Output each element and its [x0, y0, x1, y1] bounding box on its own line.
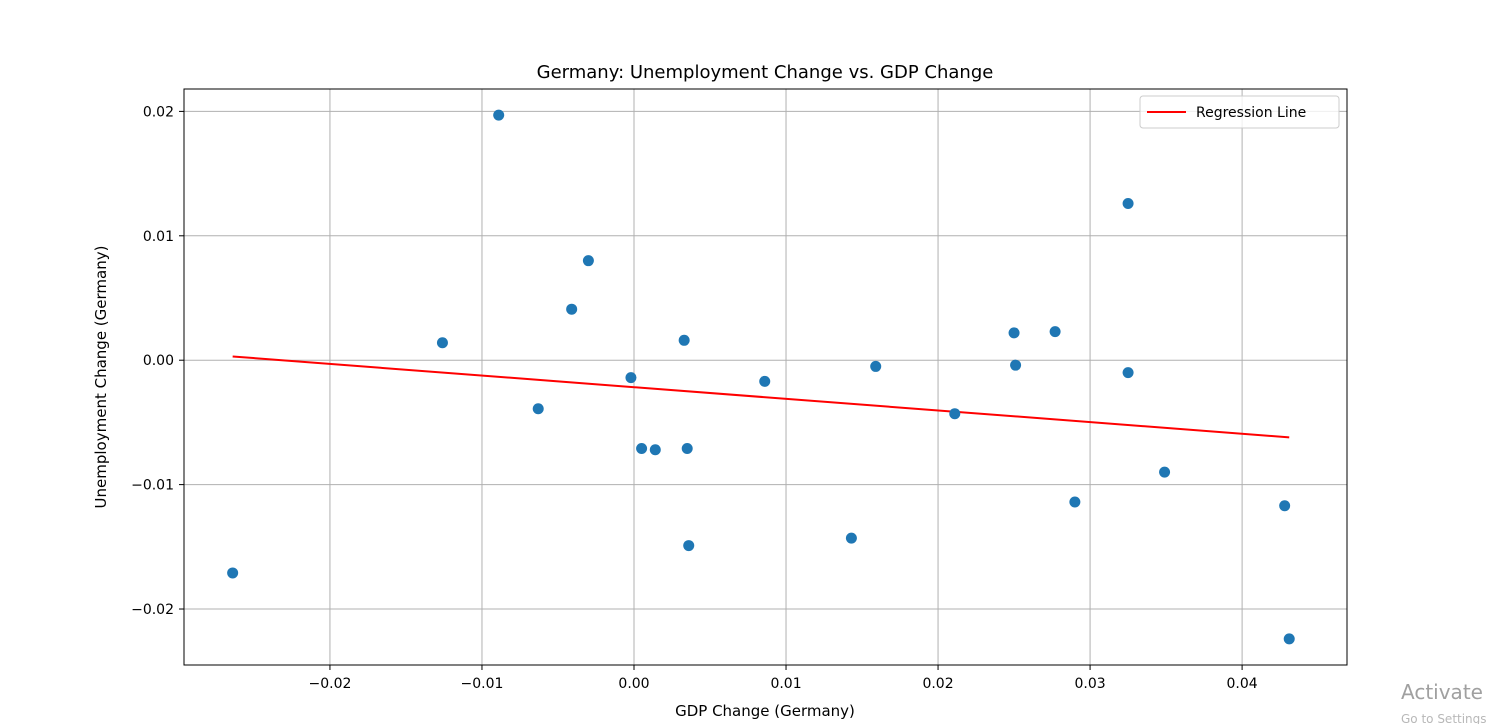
- data-point: [582, 255, 594, 267]
- data-point: [493, 109, 505, 121]
- data-point: [566, 303, 578, 315]
- data-point: [625, 372, 637, 384]
- x-tick-label: 0.03: [1074, 676, 1105, 692]
- axes-frame: [183, 88, 1348, 666]
- data-point: [949, 408, 961, 420]
- y-tick-label: 0.02: [143, 104, 174, 120]
- legend: Regression Line: [1139, 95, 1340, 129]
- data-point: [1159, 466, 1171, 478]
- data-point: [678, 334, 690, 346]
- activation-watermark: Activate: [1401, 680, 1483, 704]
- data-point: [1122, 197, 1134, 209]
- scatter-points: [227, 109, 1295, 645]
- y-tick-label: 0.00: [143, 353, 174, 369]
- regression-line-layer: [232, 355, 1290, 439]
- x-tick-label: 0.00: [618, 676, 649, 692]
- grid-lines: [184, 89, 1347, 665]
- data-point: [1283, 633, 1295, 645]
- data-point: [1279, 500, 1291, 512]
- regression-line: [232, 355, 1290, 439]
- data-point: [1008, 327, 1020, 339]
- data-point: [845, 532, 857, 544]
- data-point: [227, 567, 239, 579]
- chart-title: Germany: Unemployment Change vs. GDP Cha…: [537, 62, 994, 83]
- data-point: [1069, 496, 1081, 508]
- x-tick-label: −0.02: [308, 676, 351, 692]
- data-point: [636, 443, 648, 455]
- data-point: [683, 540, 695, 552]
- x-axis-label: GDP Change (Germany): [675, 702, 855, 720]
- data-point: [1049, 326, 1061, 338]
- x-tick-label: 0.01: [770, 676, 801, 692]
- data-point: [436, 337, 448, 349]
- x-tick-label: 0.02: [922, 676, 953, 692]
- legend-label-regression-line: Regression Line: [1196, 105, 1306, 121]
- y-tick-label: −0.02: [131, 602, 174, 618]
- data-point: [1122, 367, 1134, 379]
- y-axis-label: Unemployment Change (Germany): [92, 246, 110, 509]
- data-point: [681, 443, 693, 455]
- legend-frame: [1139, 95, 1340, 129]
- x-ticks: −0.02 −0.01 0.00 0.01 0.02 0.03 0.04: [308, 665, 1258, 692]
- y-tick-label: 0.01: [143, 229, 174, 245]
- data-point: [759, 375, 771, 387]
- data-point: [1010, 359, 1022, 371]
- data-point: [870, 360, 882, 372]
- x-tick-label: 0.04: [1227, 676, 1258, 692]
- y-ticks: −0.02 −0.01 0.00 0.01 0.02: [131, 104, 184, 618]
- data-point: [649, 444, 661, 456]
- x-tick-label: −0.01: [461, 676, 504, 692]
- activation-watermark-sub: Go to Settings: [1401, 712, 1487, 724]
- data-point: [532, 403, 544, 415]
- y-tick-label: −0.01: [131, 478, 174, 494]
